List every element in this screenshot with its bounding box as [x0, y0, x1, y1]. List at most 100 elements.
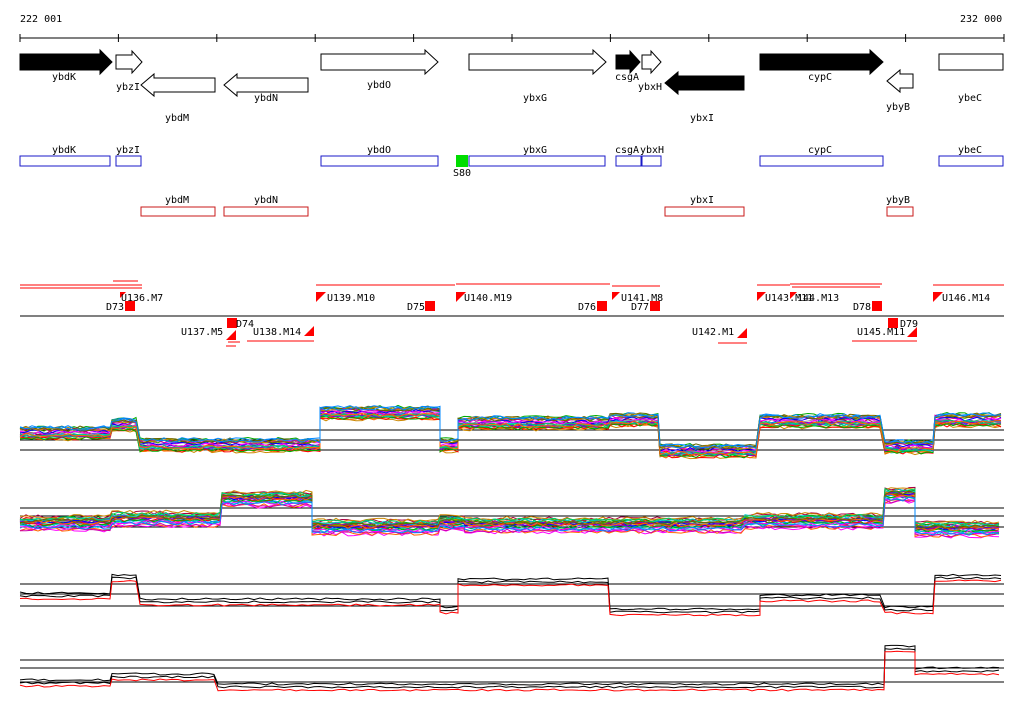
segment-label: U145.M11: [857, 327, 905, 338]
downshift-label: D79: [900, 319, 918, 330]
gene-arrow-ybxH[interactable]: ybxH: [638, 49, 662, 93]
gene-arrow-ybdK[interactable]: ybdK: [19, 48, 113, 83]
gene-arrow-ybdO[interactable]: ybdO: [320, 48, 439, 91]
gene-label-ybyB: ybyB: [886, 102, 910, 113]
downshift-label: D73: [106, 302, 124, 313]
gene-label-ybzI: ybzI: [116, 82, 140, 93]
profile-traces: [19, 486, 1000, 539]
profile-panel-2: [19, 486, 1004, 539]
segmentation-track: U136.M7 U139.M10 U140.M19 U141.M8 U143.M…: [20, 280, 1004, 347]
gene-arrow-cypC[interactable]: cypC: [759, 48, 884, 83]
profile-trace: [19, 487, 1000, 525]
segment-label: U141.M8: [621, 293, 663, 304]
segment-labels-lower: U137.M5 U138.M14 U142.M1 U145.M11: [181, 327, 905, 338]
forward-block-ybdK[interactable]: ybdK: [19, 145, 111, 167]
profile-trace: [19, 415, 1002, 459]
profile-trace: [19, 573, 1002, 611]
profile-traces: [19, 404, 1002, 460]
gene-arrow-ybxI[interactable]: ybxI: [664, 70, 745, 124]
gene-label-ybdN: ybdN: [254, 93, 278, 104]
forward-block-label: ybdO: [367, 145, 391, 156]
segment-label: U139.M10: [327, 293, 375, 304]
profile-panel-1: [19, 404, 1004, 460]
reverse-block-label: ybyB: [886, 195, 910, 206]
profile-traces: [19, 644, 1000, 692]
downshift-label: D77: [631, 302, 649, 313]
ruler-end-label: 232 000: [960, 14, 1002, 25]
sigma-marker-label: S80: [453, 168, 471, 179]
reverse-block-label: ybdN: [254, 195, 278, 206]
forward-block-ybxG[interactable]: ybxG: [468, 145, 606, 167]
gene-arrow-ybdN[interactable]: ybdN: [223, 72, 309, 104]
profile-trace: [19, 410, 1002, 454]
reverse-block-track: ybdM ybdN ybxI ybyB: [140, 195, 914, 217]
forward-block-label: ybxH: [640, 145, 664, 156]
profile-trace: [19, 406, 1002, 450]
gene-label-ybxI: ybxI: [690, 113, 714, 124]
ruler-ticks: [19, 34, 1005, 42]
profile-trace: [19, 576, 1002, 614]
downshift-label: D78: [853, 302, 871, 313]
segment-label: U136.M7: [121, 293, 163, 304]
profile-trace: [19, 494, 1000, 533]
segment-label: U138.M14: [253, 327, 301, 338]
forward-block-csgA[interactable]: csgA: [615, 145, 642, 167]
reverse-block-ybyB[interactable]: ybyB: [886, 195, 914, 217]
forward-block-ybeC[interactable]: ybeC: [938, 145, 1004, 167]
forward-block-label: ybxG: [523, 145, 547, 156]
reverse-block-label: ybdM: [165, 195, 189, 206]
forward-block-label: ybzI: [116, 145, 140, 156]
downshift-label: D75: [407, 302, 425, 313]
segment-labels-upper: U136.M7 U139.M10 U140.M19 U141.M8 U143.M…: [121, 293, 990, 304]
profile-panel-4: [19, 644, 1004, 692]
segment-label: U142.M1: [692, 327, 734, 338]
reverse-block-ybxI[interactable]: ybxI: [664, 195, 745, 217]
gene-label-ybdO: ybdO: [367, 80, 391, 91]
forward-block-track: ybdK ybzI ybdO ybxG csgA ybxH cypC ybeC: [19, 145, 1004, 179]
gene-arrow-csgA[interactable]: csgA: [615, 49, 641, 83]
gene-arrow-ybeC[interactable]: ybeC: [938, 53, 1004, 104]
forward-block-label: csgA: [615, 145, 639, 156]
profile-trace: [20, 498, 1000, 538]
forward-block-label: ybdK: [52, 145, 76, 156]
forward-block-label: cypC: [808, 145, 832, 156]
forward-block-cypC[interactable]: cypC: [759, 145, 884, 167]
segment-label: U146.M14: [942, 293, 990, 304]
forward-block-ybzI[interactable]: ybzI: [115, 145, 142, 167]
forward-block-ybxH[interactable]: ybxH: [640, 145, 664, 167]
profile-trace: [19, 409, 1002, 453]
profile-trace: [19, 412, 1002, 456]
forward-block-ybdO[interactable]: ybdO: [320, 145, 439, 167]
gene-label-ybxH: ybxH: [638, 82, 662, 93]
reverse-block-label: ybxI: [690, 195, 714, 206]
downshift-labels: D73 D74 D75 D76 D77 D78 D79: [106, 302, 918, 330]
profile-trace: [19, 487, 1000, 527]
segment-label: U143.M11: [765, 293, 813, 304]
reverse-block-ybdN[interactable]: ybdN: [223, 195, 309, 217]
gene-label-ybxG: ybxG: [523, 93, 547, 104]
sigma-marker[interactable]: S80: [453, 155, 471, 179]
profile-trace: [19, 490, 1000, 529]
profile-trace: [19, 579, 1002, 617]
gene-arrow-ybyB[interactable]: ybyB: [886, 68, 914, 113]
gene-label-csgA: csgA: [615, 72, 639, 83]
gene-label-ybdM: ybdM: [165, 113, 189, 124]
gene-arrow-ybxG[interactable]: ybxG: [468, 48, 607, 104]
downshift-markers: [125, 301, 898, 328]
reverse-block-ybdM[interactable]: ybdM: [140, 195, 216, 217]
profile-trace: [19, 415, 1002, 459]
profile-panel-3: [19, 573, 1004, 617]
segment-flags: [120, 292, 943, 340]
profile-trace: [19, 647, 1000, 689]
gene-arrow-track: ybdK ybzI ybdM ybdN ybdO ybxG csgA ybxH: [19, 48, 1004, 124]
gene-label-cypC: cypC: [808, 72, 832, 83]
segment-label: U140.M19: [464, 293, 512, 304]
gene-arrow-ybdM[interactable]: ybdM: [140, 72, 216, 124]
profile-trace: [19, 495, 1000, 535]
segment-label: 144.M13: [797, 293, 839, 304]
downshift-label: D76: [578, 302, 596, 313]
segment-bars: [20, 280, 1004, 347]
profile-trace: [19, 650, 1000, 692]
gene-arrow-ybzI[interactable]: ybzI: [115, 49, 143, 93]
